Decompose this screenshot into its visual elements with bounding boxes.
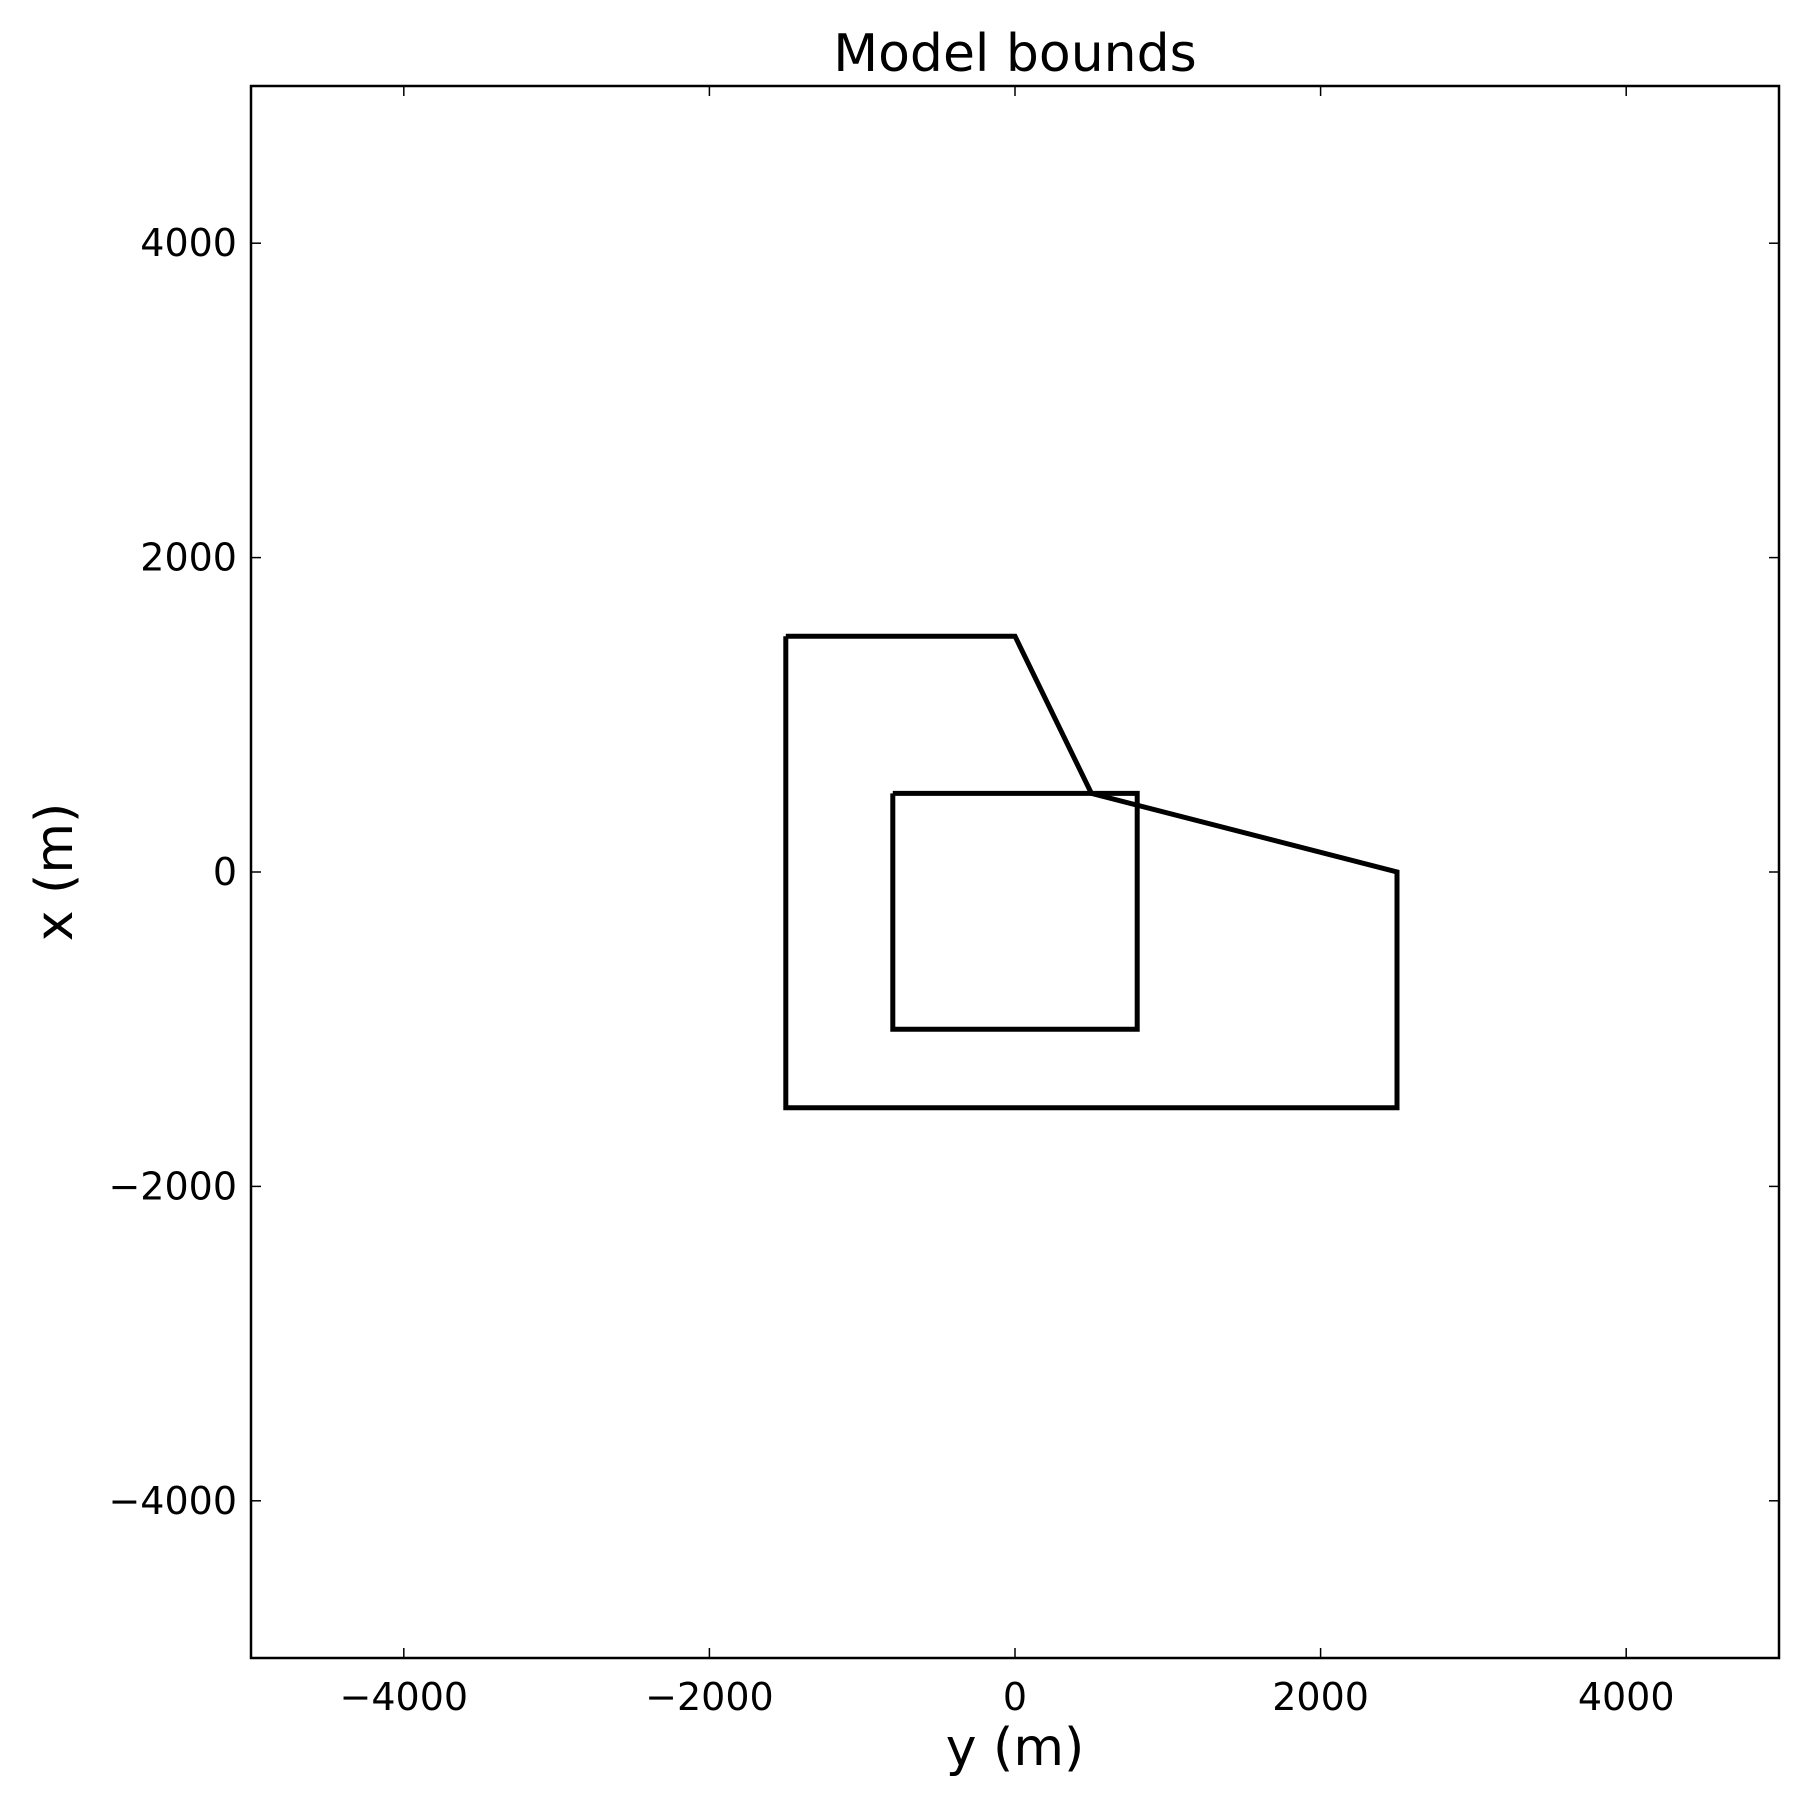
series-line-1 <box>783 633 1400 1111</box>
x-tick-label: 2000 <box>1272 1675 1369 1719</box>
x-axis-label: y (m) <box>946 1718 1085 1778</box>
y-tick-labels: −4000 −2000 0 2000 4000 <box>108 221 237 1523</box>
x-tick-labels: −4000 −2000 0 2000 4000 <box>340 1675 1675 1719</box>
x-tick-label: −4000 <box>340 1675 469 1719</box>
y-tick-label: 4000 <box>140 221 237 265</box>
plot-area <box>249 84 1781 1660</box>
x-tick-label: 4000 <box>1578 1675 1675 1719</box>
chart-title: Model bounds <box>833 24 1197 84</box>
y-tick-label: 2000 <box>140 536 237 580</box>
x-tick-label: 0 <box>1003 1675 1027 1719</box>
series-line-2 <box>890 790 1140 1032</box>
series-layer <box>783 633 1400 1111</box>
axis-ticks <box>251 86 1779 1658</box>
x-tick-label: −2000 <box>645 1675 774 1719</box>
y-tick-label: −4000 <box>108 1479 237 1523</box>
y-axis-label: x (m) <box>25 803 85 942</box>
y-tick-label: 0 <box>213 850 237 894</box>
plot-frame <box>249 84 1781 1660</box>
y-tick-label: −2000 <box>108 1164 237 1208</box>
